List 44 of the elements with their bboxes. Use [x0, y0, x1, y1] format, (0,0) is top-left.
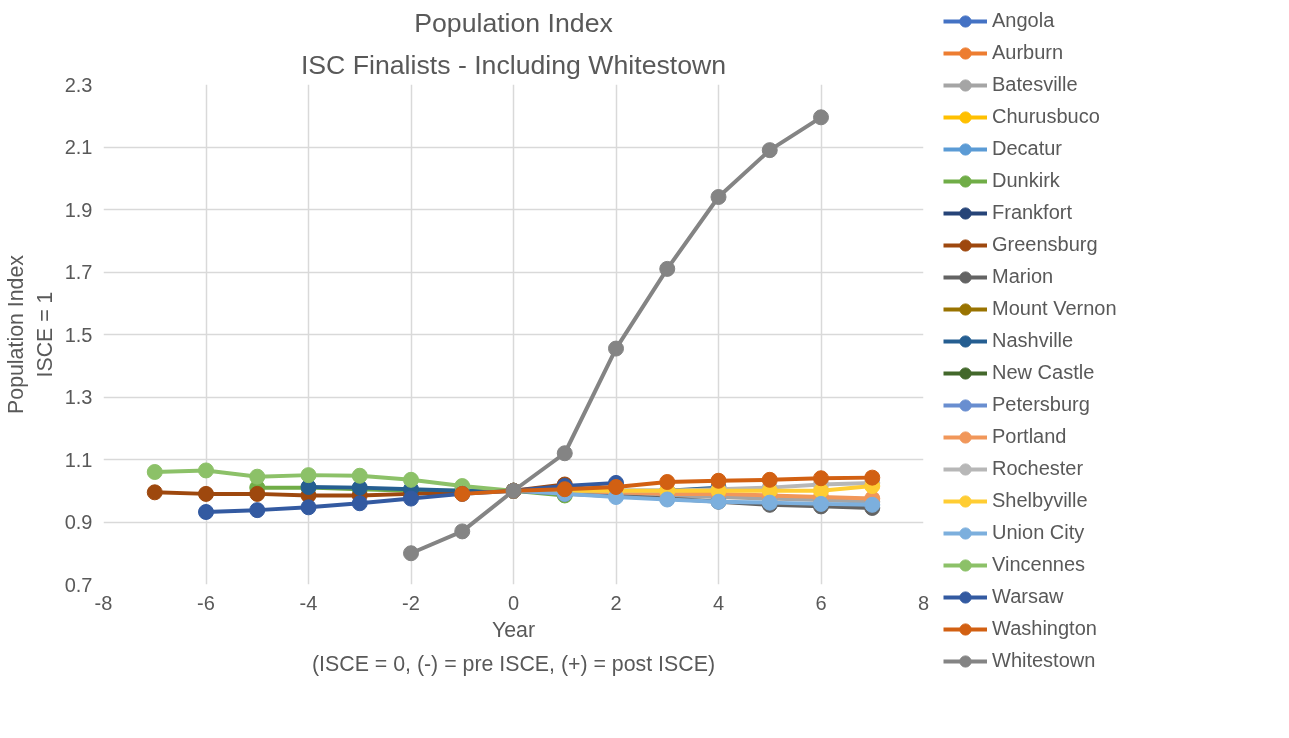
x-tick-label: 2	[610, 591, 622, 614]
x-tick-label: -8	[94, 591, 113, 614]
legend-label: Rochester	[992, 456, 1084, 482]
text: (ISCE = 0, (-) = pre ISCE, (+) = post ISCE)	[312, 651, 716, 676]
x-tick-label: -4	[299, 591, 318, 614]
x-tick-label: 0	[507, 591, 520, 614]
y-tick-label: 0.9	[64, 511, 93, 533]
x-tick-label: 4	[712, 591, 725, 614]
legend-label: Batesville	[992, 72, 1078, 98]
legend-label: Whitestown	[992, 648, 1096, 674]
y-axis-title: Population Index ISCE = 1	[3, 254, 57, 414]
y-tick-label: 2.1	[64, 136, 93, 158]
legend-label: Nashville	[992, 328, 1074, 354]
legend-label: Greensburg	[992, 232, 1098, 258]
legend-label: Dunkirk	[992, 168, 1060, 194]
legend-label: Churusbuco	[992, 104, 1100, 130]
chart-subtitle: ISC Finalists - Including Whitestown	[300, 49, 727, 80]
legend-label: Angola	[992, 8, 1055, 34]
legend-label: Union City	[992, 520, 1085, 546]
legend-label: Warsaw	[992, 584, 1064, 610]
y-tick-label: 0.7	[64, 573, 93, 596]
y-tick-label: 2.3	[64, 73, 93, 96]
legend-label: Decatur	[992, 136, 1063, 162]
legend-label: Petersburg	[992, 392, 1090, 418]
legend-label: Mount Vernon	[992, 296, 1117, 322]
legend-label: Vincennes	[992, 552, 1086, 578]
legend-label: New Castle	[992, 360, 1095, 386]
legend-label: Marion	[992, 264, 1054, 290]
y-tick-label: 1.5	[64, 323, 93, 346]
x-tick-label: 8	[917, 591, 930, 614]
legend-label: Washington	[992, 616, 1097, 642]
legend-label: Shelbyville	[992, 488, 1088, 514]
y-tick-label: 1.7	[64, 261, 93, 283]
x-axis-title: Year	[491, 617, 536, 642]
legend-label: Aurburn	[992, 40, 1064, 66]
x-tick-label: -6	[197, 591, 215, 614]
legend-label: Frankfort	[992, 200, 1073, 226]
y-tick-label: 1.9	[64, 198, 93, 221]
x-tick-label: -2	[402, 591, 420, 614]
y-tick-label: 1.1	[64, 448, 93, 471]
chart-title: Population Index	[414, 7, 614, 38]
legend-label: Portland	[992, 424, 1067, 450]
x-tick-label: 6	[815, 591, 827, 614]
y-tick-label: 1.3	[64, 386, 93, 408]
